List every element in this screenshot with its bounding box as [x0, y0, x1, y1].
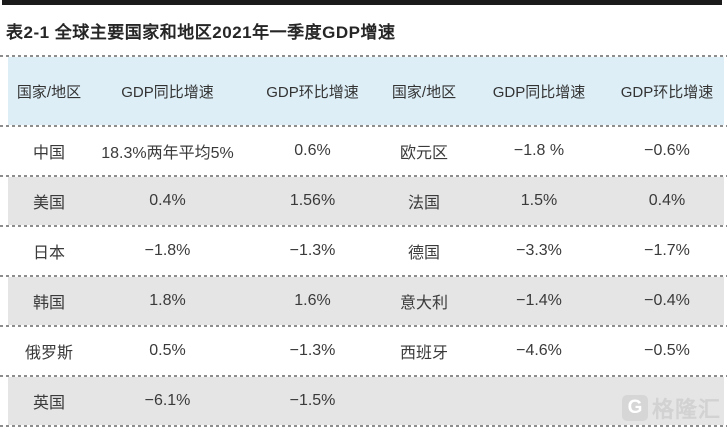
table-row-korea-italy: 韩国 1.8% 1.6% 意大利 −1.4% −0.4%	[8, 277, 724, 325]
cell-qoq: −1.7%	[644, 242, 690, 259]
cell-qoq: −1.3%	[289, 242, 336, 259]
cell-yoy	[468, 377, 610, 425]
cell-qoq: −1.3%	[289, 342, 336, 359]
dotted-divider	[0, 375, 727, 377]
cell-yoy: 18.3%两年平均5%	[101, 145, 234, 162]
cell-qoq: −0.6%	[644, 142, 690, 159]
table-title-area: 表2-1 全球主要国家和地区2021年一季度GDP增速	[0, 5, 727, 55]
cell-yoy: −4.6%	[516, 342, 562, 359]
header-qoq-left: GDP环比增速	[266, 83, 359, 101]
cell-country: 欧元区	[399, 145, 448, 162]
dotted-divider	[0, 275, 727, 277]
watermark-text: 格隆汇	[651, 397, 721, 422]
cell-country: 德国	[407, 245, 440, 262]
dotted-divider	[0, 55, 727, 57]
dotted-divider	[0, 425, 727, 427]
cell-country: 日本	[32, 245, 65, 262]
header-yoy-right: GDP同比增速	[492, 83, 586, 101]
cell-qoq: 0.4%	[648, 192, 686, 209]
table-row-japan-germany: 日本 −1.8% −1.3% 德国 −3.3% −1.7%	[8, 227, 724, 275]
cell-yoy: −3.3%	[516, 242, 562, 259]
header-country-right: 国家/地区	[391, 83, 457, 101]
dotted-divider	[0, 325, 727, 327]
header-yoy-left: GDP同比增速	[121, 83, 214, 101]
cell-country: 西班牙	[399, 345, 448, 362]
cell-country: 中国	[32, 145, 65, 162]
table-row-uk: 英国 −6.1% −1.5%	[8, 377, 724, 425]
cell-qoq: −0.5%	[644, 342, 690, 359]
cell-qoq: 0.6%	[294, 142, 331, 159]
dotted-divider	[0, 175, 727, 177]
table-title: 表2-1 全球主要国家和地区2021年一季度GDP增速	[6, 22, 396, 42]
cell-yoy: −1.8 %	[513, 142, 565, 159]
cell-yoy: 1.5%	[520, 192, 558, 209]
gelonghui-watermark: G 格隆汇	[621, 392, 721, 424]
table-header-row: 国家/地区 GDP同比增速 GDP环比增速 国家/地区 GDP同比增速 GDP环…	[8, 57, 724, 125]
cell-yoy: 1.8%	[149, 292, 186, 309]
table-row-china-eurozone: 中国 18.3%两年平均5% 0.6% 欧元区 −1.8 % −0.6%	[8, 127, 724, 175]
cell-yoy: −1.4%	[516, 292, 562, 309]
cell-country: 法国	[407, 195, 440, 212]
cell-country: 意大利	[399, 295, 448, 312]
dotted-divider	[0, 125, 727, 127]
cell-qoq: 1.6%	[294, 292, 331, 309]
cell-country	[380, 377, 468, 425]
top-accent-bar	[2, 0, 722, 5]
cell-yoy: 0.5%	[149, 342, 186, 359]
cell-yoy: −6.1%	[144, 392, 191, 409]
cell-qoq: 1.56%	[289, 192, 336, 209]
gelonghui-logo-icon: G	[621, 395, 648, 421]
dotted-divider	[0, 225, 727, 227]
header-country-left: 国家/地区	[16, 83, 82, 101]
cell-qoq: −0.4%	[644, 292, 690, 309]
table-row-usa-france: 美国 0.4% 1.56% 法国 1.5% 0.4%	[8, 177, 724, 225]
cell-yoy: 0.4%	[149, 192, 186, 209]
cell-yoy: −1.8%	[144, 242, 191, 259]
table-row-russia-spain: 俄罗斯 0.5% −1.3% 西班牙 −4.6% −0.5%	[8, 327, 724, 375]
cell-country: 韩国	[32, 295, 65, 312]
cell-country: 俄罗斯	[24, 345, 73, 362]
cell-country: 英国	[32, 395, 65, 412]
cell-qoq: −1.5%	[289, 392, 336, 409]
header-qoq-right: GDP环比增速	[620, 83, 714, 101]
cell-country: 美国	[32, 195, 65, 212]
